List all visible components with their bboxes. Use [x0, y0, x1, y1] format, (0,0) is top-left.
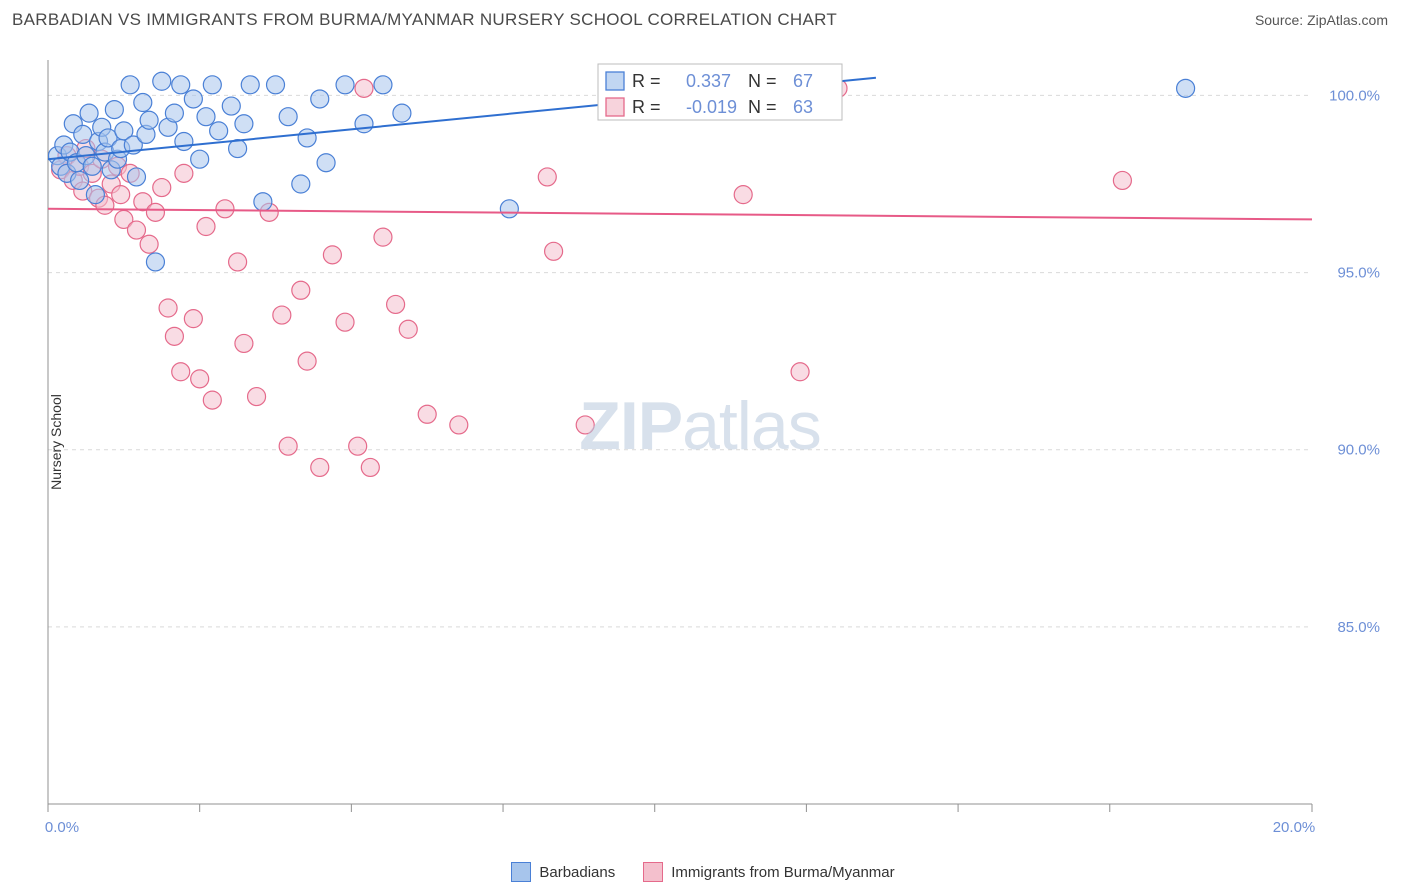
- svg-text:-0.019: -0.019: [686, 97, 737, 117]
- svg-text:85.0%: 85.0%: [1337, 619, 1380, 636]
- bottom-legend: Barbadians Immigrants from Burma/Myanmar: [0, 862, 1406, 882]
- legend-label: Barbadians: [539, 864, 615, 881]
- svg-text:67: 67: [793, 71, 813, 91]
- svg-text:90.0%: 90.0%: [1337, 442, 1380, 459]
- legend-item: Barbadians: [511, 862, 615, 882]
- svg-text:N =: N =: [748, 97, 777, 117]
- svg-text:100.0%: 100.0%: [1329, 87, 1380, 104]
- svg-text:R =: R =: [632, 71, 661, 91]
- legend-swatch: [643, 862, 663, 882]
- legend-item: Immigrants from Burma/Myanmar: [643, 862, 894, 882]
- scatter-chart: 85.0% 90.0% 95.0% 100.0% 0.0% 20.0% R = 0.337 N …: [12, 40, 1388, 844]
- svg-text:N =: N =: [748, 71, 777, 91]
- svg-text:0.337: 0.337: [686, 71, 731, 91]
- chart-area: Nursery School 85.0% 90.0% 95.0% 100.0% 0.0%…: [12, 40, 1388, 844]
- chart-source: Source: ZipAtlas.com: [1255, 12, 1388, 28]
- legend-label: Immigrants from Burma/Myanmar: [671, 864, 894, 881]
- svg-text:63: 63: [793, 97, 813, 117]
- y-axis-label: Nursery School: [48, 394, 64, 490]
- svg-text:20.0%: 20.0%: [1273, 819, 1316, 836]
- legend-swatch: [511, 862, 531, 882]
- svg-text:95.0%: 95.0%: [1337, 265, 1380, 282]
- svg-text:0.0%: 0.0%: [45, 819, 79, 836]
- svg-text:R =: R =: [632, 97, 661, 117]
- chart-title: BARBADIAN VS IMMIGRANTS FROM BURMA/MYANM…: [12, 10, 837, 30]
